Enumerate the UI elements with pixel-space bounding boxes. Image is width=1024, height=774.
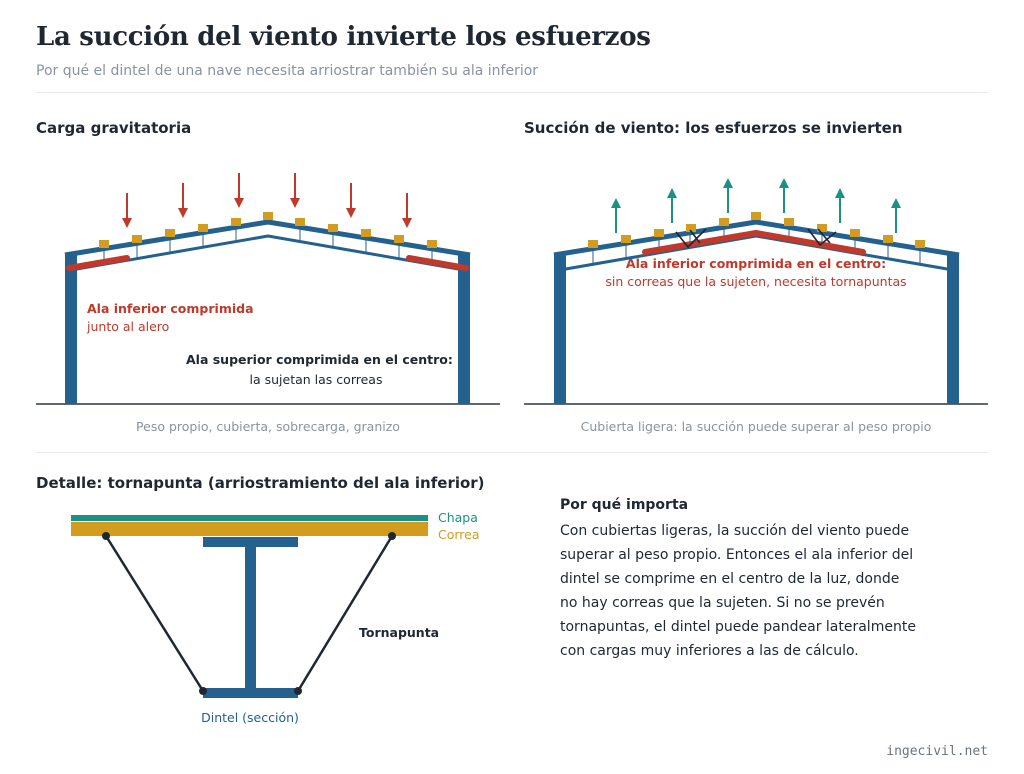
gravity-rafter-top-flange <box>64 219 471 258</box>
gravity-rafter-bottom-flange <box>70 234 465 272</box>
section-divider <box>36 452 988 453</box>
gravity-compression-right <box>406 255 469 271</box>
page-title: La succión del viento invierte los esfue… <box>36 22 651 52</box>
detail-rafter-label: Dintel (sección) <box>201 710 299 725</box>
gravity-caption: Peso propio, cubierta, sobrecarga, grani… <box>136 419 400 434</box>
wind-bottom-flange-label: Ala inferior comprimida en el centro: <box>625 256 887 271</box>
gravity-top-flange-label: Ala superior comprimida en el centro: <box>186 352 453 367</box>
wind-purlins <box>588 212 925 248</box>
gravity-compression-left <box>66 255 130 271</box>
detail-purlin <box>71 522 428 536</box>
gravity-rafter-web <box>103 227 433 264</box>
gravity-panel-title: Carga gravitatoria <box>36 119 192 137</box>
wind-panel-title: Succión de viento: los esfuerzos se invi… <box>524 119 903 137</box>
why-title: Por qué importa <box>560 497 689 513</box>
why-line: dintel se comprime en el centro de la lu… <box>560 571 900 587</box>
why-line: con cargas muy inferiores a las de cálcu… <box>560 643 859 659</box>
detail-rafter-bottom-flange <box>203 688 298 698</box>
detail-roof-sheet <box>71 515 428 521</box>
gravity-bottom-flange-note: junto al alero <box>87 319 170 334</box>
wind-suction-arrows <box>611 178 901 233</box>
detail-brace-right <box>296 535 394 692</box>
detail-purlin-label: Correa <box>438 527 480 542</box>
gravity-purlins <box>99 212 437 248</box>
why-line: superar al peso propio. Entonces el ala … <box>560 547 914 563</box>
detail-brace-bolts <box>102 532 396 695</box>
gravity-load-arrows <box>122 173 412 228</box>
detail-rafter-web <box>245 547 256 688</box>
detail-rafter-top-flange <box>203 537 298 547</box>
detail-title: Detalle: tornapunta (arriostramiento del… <box>36 474 485 492</box>
wind-right-column <box>947 255 959 404</box>
wind-compression-center <box>642 230 866 255</box>
gravity-right-column <box>458 255 470 404</box>
detail-brace-label: Tornapunta <box>359 625 440 640</box>
gravity-left-column <box>65 255 77 404</box>
why-line: no hay correas que la sujeten. Si no se … <box>560 595 885 611</box>
header-divider <box>36 92 988 93</box>
detail-brace-left <box>104 535 205 692</box>
wind-fly-braces <box>675 228 837 249</box>
gravity-top-flange-note: la sujetan las correas <box>249 372 383 387</box>
why-body: Con cubiertas ligeras, la succión del vi… <box>560 519 932 663</box>
wind-bottom-flange-note: sin correas que la sujeten, necesita tor… <box>605 274 907 289</box>
detail-sheet-label: Chapa <box>438 510 478 525</box>
wind-left-column <box>554 255 566 404</box>
wind-caption: Cubierta ligera: la succión puede supera… <box>580 419 932 434</box>
gravity-bottom-flange-label: Ala inferior comprimida <box>87 301 254 316</box>
page-subtitle: Por qué el dintel de una nave necesita a… <box>36 63 539 79</box>
footer-site[interactable]: ingecivil.net <box>886 744 988 759</box>
why-line: Con cubiertas ligeras, la succión del vi… <box>560 523 910 539</box>
wind-rafter-top-flange <box>553 219 960 258</box>
why-line: tornapuntas, el dintel puede pandear lat… <box>560 619 916 635</box>
